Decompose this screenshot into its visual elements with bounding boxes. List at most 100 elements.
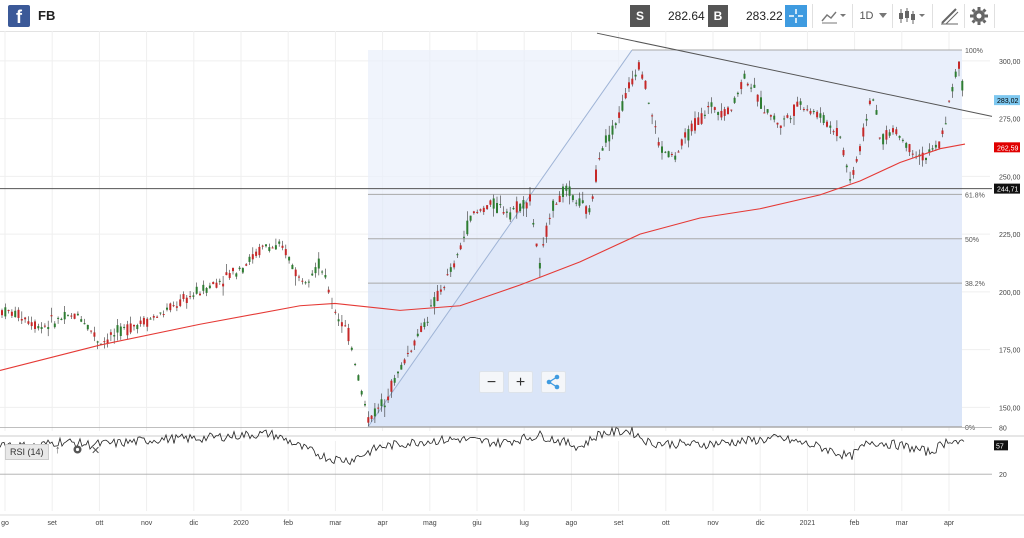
time-axis-label: dic bbox=[189, 520, 198, 527]
candle-up bbox=[278, 241, 281, 244]
candle-down bbox=[727, 107, 729, 115]
rsi-settings-button[interactable] bbox=[72, 444, 83, 458]
rsi-value-tag-bg bbox=[994, 440, 1008, 451]
rsi-panel: 80 20 57 bbox=[0, 425, 1024, 479]
candle-down bbox=[30, 322, 33, 327]
moving-average-path bbox=[0, 143, 966, 371]
drawing-tool-icon bbox=[941, 8, 959, 25]
candle-down bbox=[10, 311, 13, 316]
toolbar-divider bbox=[964, 4, 965, 28]
candle-down bbox=[1, 310, 3, 316]
candle-down bbox=[885, 130, 888, 140]
crosshair-icon bbox=[789, 9, 803, 23]
candle-up bbox=[928, 149, 931, 153]
time-axis-label: ott bbox=[662, 520, 670, 527]
candle-up bbox=[383, 405, 386, 408]
price-chart[interactable]: 100% 61.8% 50% 38.2% 0% 300,00 275,00 250,00 22… bbox=[0, 31, 1024, 538]
zoom-out-button[interactable]: − bbox=[479, 371, 504, 393]
time-axis-label: ago bbox=[566, 520, 578, 527]
candle-up bbox=[123, 326, 126, 328]
top-toolbar: f FB S 282.64 B 283.22 1D bbox=[0, 0, 1024, 32]
candle-down bbox=[212, 282, 215, 285]
arrow-up-icon[interactable]: ↑ bbox=[55, 444, 61, 456]
support-line-tag: 244,71 bbox=[997, 187, 1019, 194]
candle-up bbox=[235, 273, 238, 277]
crosshair-button[interactable] bbox=[785, 5, 807, 27]
candle-down bbox=[624, 93, 627, 99]
candle-down bbox=[133, 324, 135, 327]
candle-down bbox=[271, 247, 274, 249]
candle-down bbox=[93, 332, 96, 337]
candle-down bbox=[769, 115, 772, 117]
candlestick-icon bbox=[899, 8, 925, 24]
trend-line bbox=[596, 32, 993, 117]
candle-up bbox=[905, 142, 908, 148]
candle-up bbox=[568, 186, 571, 196]
candle-up bbox=[614, 123, 617, 126]
candle-down bbox=[746, 83, 749, 86]
candle-up bbox=[898, 135, 901, 138]
candle-up bbox=[53, 323, 56, 328]
candle-down bbox=[809, 111, 812, 114]
candle-down bbox=[535, 243, 538, 247]
drawing-tool-button[interactable] bbox=[938, 5, 962, 27]
settings-button[interactable] bbox=[968, 5, 990, 27]
candle-up bbox=[400, 364, 403, 370]
buy-button[interactable]: B bbox=[708, 5, 728, 27]
candle-down bbox=[723, 109, 726, 116]
candle-up bbox=[736, 92, 739, 95]
candle-down bbox=[941, 130, 944, 134]
candle-down bbox=[142, 317, 145, 325]
time-axis-label: mag bbox=[423, 520, 437, 527]
candle-down bbox=[169, 303, 172, 311]
candle-up bbox=[621, 101, 624, 111]
candle-down bbox=[222, 283, 225, 287]
price-axis-label: 175,00 bbox=[999, 348, 1021, 355]
candle-down bbox=[90, 330, 93, 332]
time-axis-label: 2021 bbox=[800, 520, 816, 527]
time-axis-label: mar bbox=[896, 520, 909, 527]
time-axis-label: lug bbox=[520, 520, 529, 527]
sell-button[interactable]: S bbox=[630, 5, 650, 27]
candle-down bbox=[390, 380, 393, 392]
fib-level-label: 0% bbox=[965, 425, 975, 432]
candle-down bbox=[911, 153, 914, 155]
candle-down bbox=[908, 144, 911, 153]
toolbar-divider bbox=[994, 4, 995, 28]
timeframe-button[interactable]: 1D bbox=[858, 5, 888, 27]
chart-type-button[interactable] bbox=[818, 5, 848, 27]
candle-down bbox=[826, 121, 828, 127]
candle-down bbox=[948, 100, 951, 102]
price-axis-label: 275,00 bbox=[999, 117, 1021, 124]
candle-down bbox=[651, 115, 654, 117]
candle-down bbox=[251, 254, 254, 260]
candle-up bbox=[354, 363, 357, 365]
share-button[interactable] bbox=[541, 371, 566, 393]
time-axis-label: feb bbox=[283, 520, 293, 527]
fib-zone bbox=[368, 194, 962, 239]
rsi-indicator-label[interactable]: RSI (14) bbox=[5, 444, 49, 460]
candle-up bbox=[872, 99, 875, 101]
candle-down bbox=[938, 141, 941, 149]
candle-up bbox=[601, 148, 604, 151]
close-icon[interactable]: ✕ bbox=[91, 445, 101, 457]
candle-down bbox=[802, 109, 805, 111]
candle-down bbox=[189, 296, 192, 298]
candle-down bbox=[344, 325, 347, 327]
chevron-down-icon bbox=[878, 13, 887, 18]
candle-up bbox=[67, 315, 69, 317]
candlestick-type-button[interactable] bbox=[896, 5, 928, 27]
candle-up bbox=[449, 267, 452, 272]
candle-down bbox=[387, 396, 390, 401]
candle-down bbox=[27, 321, 30, 324]
candle-down bbox=[690, 123, 693, 132]
zoom-in-button[interactable]: + bbox=[508, 371, 533, 393]
candle-up bbox=[166, 307, 168, 310]
candle-down bbox=[152, 316, 155, 318]
candle-up bbox=[357, 375, 360, 381]
candle-up bbox=[86, 324, 89, 330]
candle-down bbox=[628, 82, 630, 89]
candle-down bbox=[185, 297, 188, 304]
candle-down bbox=[684, 132, 687, 138]
candle-up bbox=[733, 97, 736, 103]
